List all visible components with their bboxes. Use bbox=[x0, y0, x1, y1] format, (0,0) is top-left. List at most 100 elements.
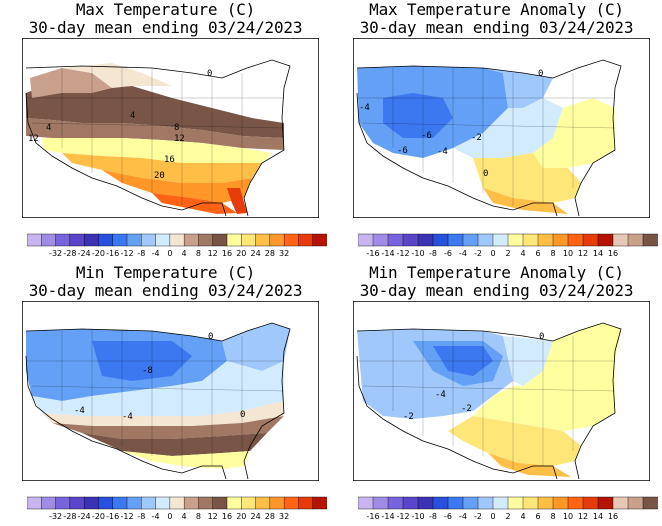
colorbar-tick-label: 16 bbox=[607, 249, 619, 258]
colorbar-swatch bbox=[198, 233, 214, 247]
colorbar-tick-label: 16 bbox=[221, 512, 233, 521]
colorbar-swatch bbox=[141, 233, 157, 247]
contour-label: -2 bbox=[471, 133, 482, 143]
colorbar-swatch bbox=[402, 233, 419, 247]
colorbar-swatch bbox=[612, 233, 629, 247]
colorbar-swatch bbox=[522, 496, 539, 510]
colorbar-labels: -32 -28 -24 -20 -16 -12 -8 -4 0 4 8 12 16 20 24 28 32 bbox=[27, 512, 327, 522]
contour-label: 4 bbox=[130, 111, 135, 121]
band-mid-brown bbox=[30, 68, 112, 98]
colorbar-tick-label: 12 bbox=[207, 249, 218, 258]
colorbar-tick-label: -6 bbox=[444, 512, 452, 521]
anom-orange bbox=[488, 453, 571, 477]
colorbar-tick-label: -6 bbox=[444, 249, 452, 258]
colorbar-swatch bbox=[582, 496, 599, 510]
colorbar-swatch bbox=[642, 233, 658, 247]
colorbar-swatch bbox=[55, 496, 71, 510]
colorbar-swatch bbox=[255, 233, 271, 247]
colorbar-swatch bbox=[402, 496, 419, 510]
colorbar-swatch bbox=[492, 496, 509, 510]
colorbar-swatch bbox=[98, 233, 114, 247]
colorbar-swatch bbox=[492, 233, 509, 247]
colorbar-labels: -16 -14 -12 -10 -8 -6 -4 -2 0 2 4 6 8 10 12 14 16 bbox=[358, 512, 658, 522]
colorbar-swatch bbox=[83, 496, 99, 510]
anom-deep-blue bbox=[383, 93, 453, 138]
colorbar bbox=[27, 496, 327, 510]
colorbar-tick-label: 32 bbox=[279, 249, 290, 258]
colorbar-swatch bbox=[255, 496, 271, 510]
colorbar-tick-label: 12 bbox=[207, 512, 218, 521]
colorbar-tick-label: -8 bbox=[429, 249, 437, 258]
colorbar-swatch bbox=[226, 496, 242, 510]
colorbar-swatch bbox=[432, 496, 449, 510]
colorbar-tick-label: -32 bbox=[49, 512, 63, 521]
panel-title: Min Temperature Anomaly (C) bbox=[369, 263, 624, 282]
colorbar-swatch bbox=[447, 496, 464, 510]
contour-label: 4 bbox=[46, 123, 51, 133]
colorbar-tick-label: 2 bbox=[505, 512, 511, 521]
colorbar-swatch bbox=[627, 233, 644, 247]
colorbar bbox=[358, 233, 658, 247]
contour-label: 16 bbox=[164, 155, 175, 165]
colorbar-swatch bbox=[432, 233, 449, 247]
colorbar-swatch bbox=[642, 496, 658, 510]
colorbar-swatch bbox=[141, 496, 157, 510]
colorbar-tick-label: 14 bbox=[592, 249, 604, 258]
colorbar-tick-label: -12 bbox=[120, 512, 134, 521]
band-florida bbox=[227, 188, 247, 214]
colorbar-swatch bbox=[312, 233, 327, 247]
colorbar-swatch bbox=[552, 496, 569, 510]
colorbar-swatch bbox=[269, 233, 285, 247]
min-light-blue bbox=[222, 323, 290, 371]
panel-title: Max Temperature Anomaly (C) bbox=[369, 0, 624, 19]
colorbar-tick-label: 8 bbox=[550, 512, 556, 521]
anom-light-orange bbox=[448, 416, 581, 466]
colorbar-tick-label: 16 bbox=[607, 512, 619, 521]
colorbar-swatch bbox=[83, 233, 99, 247]
colorbar-swatch bbox=[241, 233, 257, 247]
colorbar-swatch bbox=[358, 496, 374, 510]
anom-orange bbox=[483, 188, 568, 214]
contour-label: 8 bbox=[174, 123, 179, 133]
panel-max-temperature-anomaly: Max Temperature Anomaly (C) 30-day mean … bbox=[331, 0, 662, 263]
colorbar-swatch bbox=[241, 496, 257, 510]
colorbar-swatch bbox=[283, 233, 299, 247]
colorbar-tick-label: 16 bbox=[221, 249, 233, 258]
colorbar-tick-label: -16 bbox=[106, 249, 120, 258]
colorbar-swatch bbox=[552, 233, 569, 247]
colorbar-swatch bbox=[358, 233, 374, 247]
panel-subtitle: 30-day mean ending 03/24/2023 bbox=[359, 281, 634, 300]
colorbar-swatch bbox=[69, 496, 85, 510]
colorbar-swatch bbox=[522, 233, 539, 247]
contour-label: 20 bbox=[154, 171, 165, 181]
colorbar-swatch bbox=[387, 496, 404, 510]
contour-label: -6 bbox=[421, 131, 432, 141]
anom-light-orange bbox=[473, 153, 581, 203]
colorbar-tick-label: 0 bbox=[490, 512, 496, 521]
colorbar-tick-label: -4 bbox=[459, 512, 467, 521]
colorbar-tick-label: 28 bbox=[264, 512, 275, 521]
us-outline bbox=[356, 59, 622, 217]
colorbar-swatch bbox=[582, 233, 599, 247]
colorbar bbox=[358, 496, 658, 510]
colorbar-swatch bbox=[212, 496, 228, 510]
colorbar-swatch bbox=[269, 496, 285, 510]
colorbar-swatch bbox=[226, 233, 242, 247]
band-yellow bbox=[42, 138, 272, 163]
colorbar-swatch bbox=[98, 496, 114, 510]
colorbar-tick-label: 4 bbox=[181, 512, 187, 521]
contour-label: -4 bbox=[74, 406, 85, 416]
contour-label: 0 bbox=[539, 332, 544, 342]
colorbar-swatch bbox=[417, 233, 434, 247]
colorbar-tick-label: 2 bbox=[505, 249, 511, 258]
colorbar-tick-label: -28 bbox=[63, 249, 77, 258]
colorbar-swatch bbox=[155, 496, 171, 510]
contour-label: -4 bbox=[122, 412, 133, 422]
map-max-temperature-anomaly: -4 -6 -6 -4 -2 0 0 bbox=[353, 38, 650, 218]
panel-subtitle: 30-day mean ending 03/24/2023 bbox=[28, 281, 303, 300]
colorbar-swatch bbox=[507, 233, 524, 247]
colorbar-tick-label: -4 bbox=[459, 249, 467, 258]
colorbar-tick-label: 4 bbox=[520, 512, 526, 521]
colorbar-tick-label: 0 bbox=[490, 249, 496, 258]
colorbar-swatch bbox=[537, 496, 554, 510]
